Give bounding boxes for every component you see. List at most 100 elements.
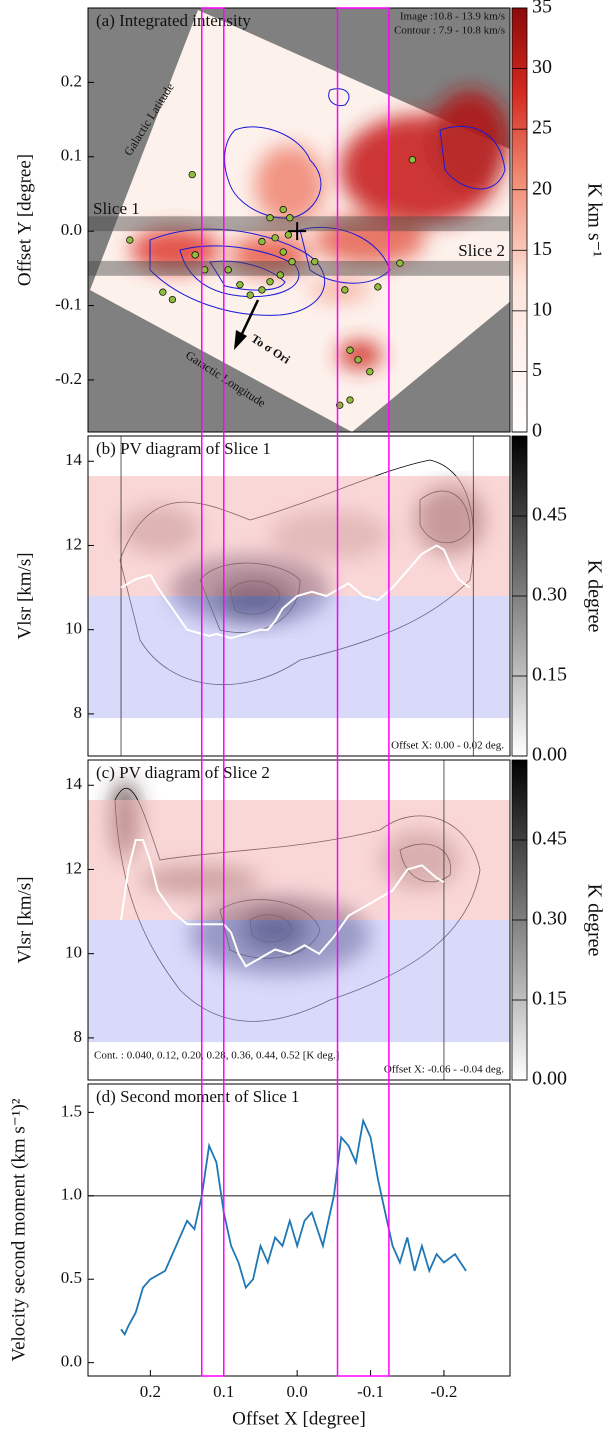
y-tick-label: 0.1	[61, 146, 82, 165]
colorbar-tick-label: 25	[532, 117, 552, 139]
source-point	[246, 291, 254, 299]
annotation: Contour : 7.9 - 10.8 km/s	[394, 25, 505, 37]
second-moment-line	[120, 1117, 467, 1337]
colorbar-label: K km s⁻¹	[583, 183, 605, 257]
source-point	[288, 258, 296, 266]
highlight-box	[201, 7, 225, 1377]
source-point	[284, 231, 293, 239]
colorbar-tick-label: 0.30	[532, 584, 567, 606]
source-point	[258, 237, 266, 246]
source-point	[236, 281, 244, 289]
y-tick-label: 8	[74, 1027, 83, 1046]
source-point	[224, 266, 232, 274]
source-point	[346, 346, 354, 354]
source-point	[266, 214, 274, 222]
colorbar-tick-label: 0.15	[532, 664, 567, 686]
source-point	[159, 288, 167, 296]
colorbar-tick-label: 0.30	[532, 908, 567, 930]
y-axis-label: Vlsr [km/s]	[14, 876, 35, 963]
arrow-head	[234, 330, 247, 350]
colorbar-tick-label: 5	[532, 359, 542, 381]
note: Offset X: -0.06 - -0.04 deg.	[384, 1064, 504, 1076]
source-point	[366, 368, 374, 376]
y-tick-label: 0.2	[61, 71, 82, 90]
source-point	[271, 234, 279, 242]
x-axis-label: Offset X [degree]	[232, 1408, 366, 1429]
colorbar-label: K degree	[583, 560, 605, 633]
colorbar-tick-label: 10	[532, 298, 552, 320]
colorbar-tick-label: 0.15	[532, 988, 567, 1010]
annotation: Slice 2	[458, 241, 505, 260]
plot-area	[88, 760, 510, 1080]
y-axis-label: Velocity second moment (km s⁻¹)²	[8, 1098, 29, 1361]
colorbar-tick-label: 0.00	[532, 1068, 567, 1090]
annotation: Slice 1	[93, 199, 140, 218]
source-point	[266, 278, 274, 286]
panel-title: (d) Second moment of Slice 1	[96, 1087, 300, 1106]
x-tick-label: 0.2	[140, 1382, 161, 1401]
y-tick-label: 0.0	[61, 1352, 82, 1371]
y-tick-label: 1.0	[61, 1185, 82, 1204]
y-tick-label: 10	[65, 943, 82, 962]
plot-frame	[87, 435, 511, 757]
colorbar-label: K degree	[583, 884, 605, 957]
source-point	[168, 295, 177, 304]
slice-band	[88, 260, 510, 276]
source-point	[276, 271, 284, 279]
y-tick-label: 0.0	[61, 220, 82, 239]
y-tick-label: 1.5	[61, 1101, 82, 1120]
colorbar-tick-label: 15	[532, 238, 552, 260]
y-axis-label: Offset Y [degree]	[14, 154, 35, 286]
plot-area	[88, 436, 510, 756]
note: Offset X: 0.00 - 0.02 deg.	[391, 740, 504, 752]
colorbar-tick-label: 0	[532, 420, 542, 442]
annotation: Image :10.8 - 13.9 km/s	[400, 11, 505, 23]
colorbar	[511, 7, 528, 433]
y-axis-label: Vlsr [km/s]	[14, 552, 35, 639]
source-point	[311, 258, 319, 266]
source-point	[341, 286, 349, 294]
source-point	[408, 156, 417, 164]
y-tick-label: 8	[74, 703, 83, 722]
source-point	[396, 259, 404, 267]
plot-frame	[87, 759, 511, 1081]
y-tick-label: 14	[65, 774, 83, 793]
plot-area	[88, 1117, 510, 1337]
source-point	[188, 170, 196, 179]
y-tick-label: -0.2	[55, 369, 82, 388]
y-tick-label: 14	[65, 450, 83, 469]
intensity-image	[88, 8, 510, 432]
source-point	[279, 248, 287, 256]
plot-frame	[87, 1083, 511, 1377]
source-point	[126, 236, 134, 244]
source-point	[191, 251, 199, 259]
velocity-band	[88, 596, 510, 719]
colorbar-tick-label: 0.45	[532, 828, 567, 850]
colorbar-tick-label: 35	[532, 0, 552, 18]
x-tick-label: -0.1	[357, 1382, 384, 1401]
source-point	[346, 396, 354, 404]
panel-title: (a) Integrated intensity	[96, 11, 251, 30]
direction-arrow	[238, 299, 260, 339]
colorbar-tick-label: 0.00	[532, 744, 567, 766]
colorbar-tick-label: 30	[532, 56, 552, 78]
y-tick-label: 12	[65, 858, 82, 877]
panel-title: (c) PV diagram of Slice 2	[96, 763, 270, 782]
contour-note: Cont. : 0.040, 0.12, 0.20, 0.28, 0.36, 0…	[94, 1050, 339, 1062]
plot-area	[88, 156, 510, 409]
source-point	[286, 214, 294, 222]
plot-frame	[87, 7, 511, 433]
colorbar-tick-label: 20	[532, 177, 552, 199]
y-tick-label: 12	[65, 534, 82, 553]
mean-velocity-line	[120, 544, 471, 640]
panel-title: (b) PV diagram of Slice 1	[96, 439, 271, 458]
y-tick-label: 0.5	[61, 1268, 82, 1287]
slice-band	[88, 216, 510, 232]
x-tick-label: 0.0	[287, 1382, 308, 1401]
colorbar-tick-label: 0.45	[532, 504, 567, 526]
velocity-band	[88, 476, 510, 596]
origin-cross	[288, 222, 307, 241]
highlight-box	[336, 7, 390, 1377]
source-point	[279, 205, 287, 214]
